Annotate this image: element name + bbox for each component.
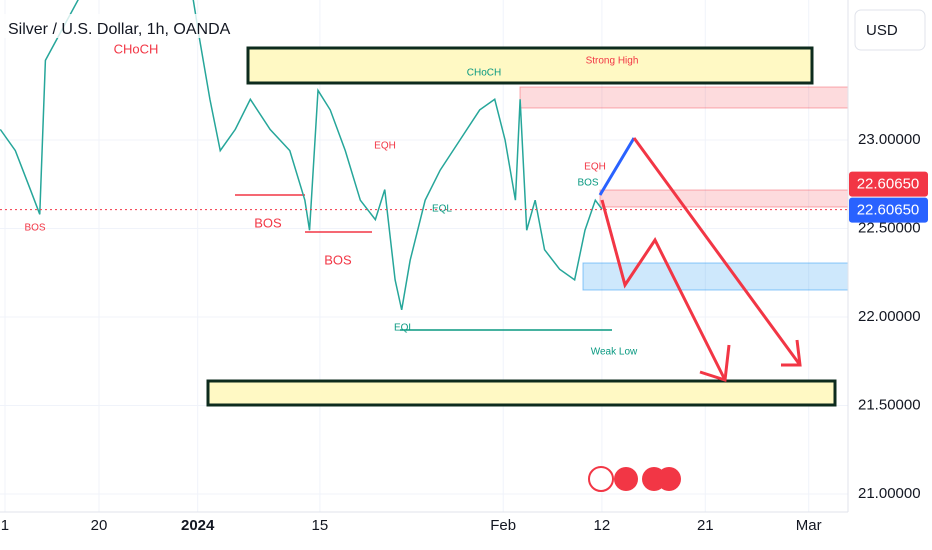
annotation: Weak Low xyxy=(591,347,638,358)
x-tick-label: 2024 xyxy=(181,517,215,534)
supply-zone xyxy=(519,86,849,109)
annotation: BOS xyxy=(254,215,282,230)
x-tick-label: Feb xyxy=(490,517,516,534)
y-tick-label: 22.00000 xyxy=(858,308,921,325)
y-tick-label: 22.50000 xyxy=(858,219,921,236)
arrowhead xyxy=(781,339,802,367)
annotation: BOS xyxy=(324,252,352,267)
price-badge-label: 22.60650 xyxy=(857,176,920,193)
projection-up xyxy=(598,137,636,196)
projection-down xyxy=(632,137,802,366)
strong-high-box xyxy=(246,46,814,85)
chart-title: Silver / U.S. Dollar, 1h, OANDA xyxy=(8,21,231,38)
y-tick-label: 23.00000 xyxy=(858,131,921,148)
x-tick-label: 21 xyxy=(697,517,714,534)
x-tick-label: 12 xyxy=(594,517,611,534)
annotation: EQH xyxy=(584,162,606,173)
annotation: CHoCH xyxy=(114,41,159,56)
currency-button[interactable] xyxy=(854,9,926,51)
annotation: EQL xyxy=(432,204,452,215)
projection-down xyxy=(600,199,727,381)
target-box xyxy=(206,379,837,407)
annotation: Strong High xyxy=(586,56,639,67)
y-tick-label: 21.00000 xyxy=(858,485,921,502)
annotation: CHoCH xyxy=(467,68,501,79)
annotation: BOS xyxy=(24,223,45,234)
currency[interactable]: USD xyxy=(866,22,898,39)
arrowhead xyxy=(699,344,731,382)
demand-zone xyxy=(582,262,849,291)
axes: 21.00000 21.50000 22.00000 22.50000 23.00000… xyxy=(1,131,928,534)
annotation: EQH xyxy=(374,141,396,152)
title-backdrop xyxy=(0,14,230,38)
x-tick-label: Mar xyxy=(796,517,822,534)
event-icons xyxy=(588,466,681,492)
x-tick-label: 15 xyxy=(312,517,329,534)
price-line-series xyxy=(0,0,603,311)
x-tick-label: 20 xyxy=(91,517,108,534)
supply-zone xyxy=(599,189,849,208)
price-badge xyxy=(849,171,928,197)
annotation: EQL xyxy=(394,323,414,334)
x-tick-label: 1 xyxy=(1,517,9,534)
price-badge-label: 22.60650 xyxy=(857,202,920,219)
y-tick-label: 21.50000 xyxy=(858,396,921,413)
series xyxy=(0,0,603,311)
price-badge xyxy=(849,197,928,223)
annotation: BOS xyxy=(577,178,598,189)
